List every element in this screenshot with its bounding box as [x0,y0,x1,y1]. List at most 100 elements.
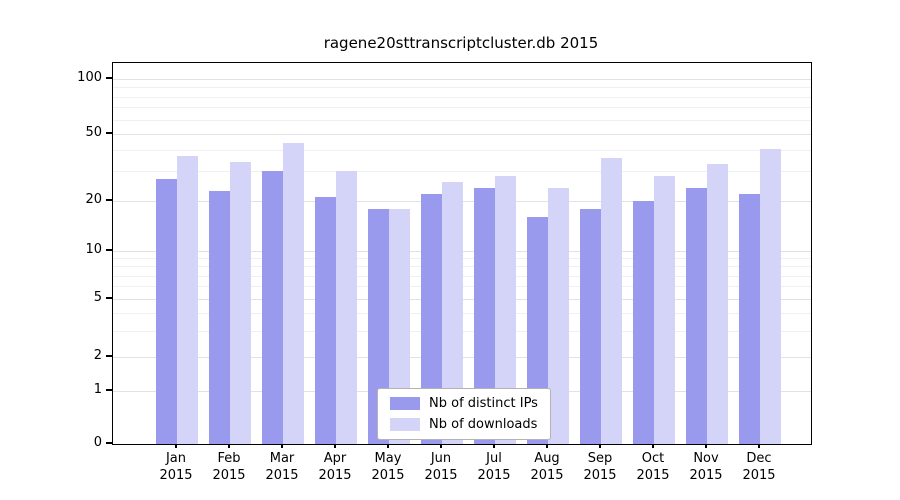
x-tick-year: 2015 [742,468,776,483]
bar-downloads-jul [495,176,516,444]
bar-distinct-ips-apr [315,197,336,444]
plot-area [112,62,812,445]
x-tick-month: Oct [641,451,665,466]
x-tick-mark [387,444,389,448]
x-tick-year: 2015 [371,468,405,483]
y-tick-label: 2 [93,348,102,363]
y-tick-mark [106,297,112,299]
x-tick-year: 2015 [477,468,511,483]
gridline [113,134,811,135]
bar-downloads-aug [548,187,569,444]
bar-distinct-ips-dec [739,194,760,444]
x-tick-month: Sep [587,451,613,466]
bar-downloads-sep [601,158,622,444]
bar-distinct-ips-nov [686,187,707,444]
bar-downloads-oct [654,176,675,444]
bar-distinct-ips-aug [527,217,548,444]
x-tick-month: Jan [165,451,187,466]
x-tick-label: Aug 2015 [515,450,579,484]
x-tick-month: Mar [269,451,295,466]
x-tick-mark [546,444,548,448]
x-tick-mark [758,444,760,448]
bar-distinct-ips-jun [421,194,442,444]
x-tick-year: 2015 [636,468,670,483]
bar-distinct-ips-sep [580,208,601,444]
x-tick-year: 2015 [212,468,246,483]
x-tick-label: Jul 2015 [462,450,526,484]
gridline [113,119,811,121]
y-tick-label: 100 [77,70,102,85]
y-tick-label: 0 [93,435,102,450]
legend-swatch-distinct-ips-icon [390,397,420,410]
x-tick-label: Jun 2015 [409,450,473,484]
x-tick-month: Feb [217,451,241,466]
legend-item-distinct-ips: Nb of distinct IPs [390,396,538,411]
x-tick-label: Jan 2015 [144,450,208,484]
x-tick-month: Jul [486,451,502,466]
x-tick-month: Aug [534,451,560,466]
y-tick-mark [106,249,112,251]
legend-swatch-downloads-icon [390,418,420,431]
legend-label: Nb of distinct IPs [429,396,538,411]
x-tick-month: Nov [693,451,719,466]
y-tick-label: 50 [85,125,102,140]
x-tick-label: Nov 2015 [674,450,738,484]
x-tick-label: May 2015 [356,450,420,484]
bar-downloads-may [389,208,410,444]
x-tick-month: May [374,451,402,466]
x-tick-year: 2015 [583,468,617,483]
bar-downloads-apr [336,171,357,444]
x-tick-mark [175,444,177,448]
gridline [113,87,811,89]
bar-downloads-dec [760,148,781,444]
x-tick-year: 2015 [265,468,299,483]
x-tick-month: Apr [323,451,347,466]
x-tick-year: 2015 [424,468,458,483]
bar-distinct-ips-jul [474,187,495,444]
x-tick-year: 2015 [318,468,352,483]
x-tick-mark [334,444,336,448]
x-tick-label: Mar 2015 [250,450,314,484]
y-tick-label: 20 [85,192,102,207]
y-tick-label: 10 [85,242,102,257]
bar-distinct-ips-may [368,208,389,444]
y-tick-mark [106,132,112,134]
x-tick-year: 2015 [530,468,564,483]
y-tick-mark [106,199,112,201]
gridline [113,150,811,152]
chart-title: ragene20sttranscriptcluster.db 2015 [323,34,599,52]
x-tick-label: Sep 2015 [568,450,632,484]
bar-downloads-jun [442,181,463,444]
y-tick-mark [106,442,112,444]
x-tick-mark [493,444,495,448]
gridline [113,171,811,173]
bar-downloads-jan [177,156,198,444]
gridline [113,107,811,109]
bar-distinct-ips-oct [633,201,654,444]
y-tick-label: 5 [93,290,102,305]
legend-item-downloads: Nb of downloads [390,417,538,432]
x-tick-mark [440,444,442,448]
x-tick-mark [652,444,654,448]
x-tick-mark [228,444,230,448]
x-tick-mark [705,444,707,448]
bar-downloads-mar [283,143,304,444]
bar-distinct-ips-mar [262,171,283,444]
bar-downloads-feb [230,162,251,444]
x-tick-year: 2015 [689,468,723,483]
y-tick-mark [106,355,112,357]
x-tick-label: Oct 2015 [621,450,685,484]
y-tick-label: 1 [93,382,102,397]
bar-distinct-ips-feb [209,190,230,444]
x-tick-mark [281,444,283,448]
x-tick-label: Dec 2015 [727,450,791,484]
x-tick-mark [599,444,601,448]
y-tick-mark [106,389,112,391]
x-tick-label: Feb 2015 [197,450,261,484]
legend: Nb of distinct IPs Nb of downloads [377,388,551,440]
x-tick-month: Jun [430,451,452,466]
gridline [113,96,811,98]
gridline [113,79,811,80]
y-tick-mark [106,77,112,79]
